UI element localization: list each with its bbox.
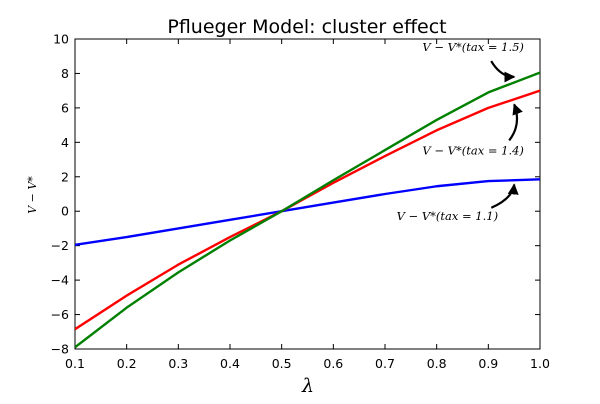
x-axis-label: λ [301,375,314,397]
annotation-label: V − V*(tax = 1.5) [422,40,523,54]
y-tick-label: 0 [61,204,69,219]
plot-frame [74,38,541,350]
y-tick-label: −2 [51,238,69,253]
annotation-label: V − V*(tax = 1.4) [422,143,523,157]
y-axis-label: V − V* [26,176,39,214]
y-tick-label: 8 [61,66,69,81]
x-tick-label: 0.6 [323,356,343,371]
x-tick-label: 0.4 [220,356,240,371]
x-tick-label: 1.0 [530,356,550,371]
x-tick-label: 0.8 [427,356,447,371]
annotation-arrow [508,103,523,142]
y-tick-label: 6 [61,100,69,115]
y-tick-label: −8 [51,342,69,357]
x-tick-label: 0.5 [272,356,292,371]
x-tick-label: 0.2 [117,356,137,371]
series-line-3 [75,71,540,349]
x-tick-label: 0.3 [168,356,188,371]
series-line-1 [75,178,540,246]
annotation-arrow [490,183,519,209]
x-tick-label: 0.7 [375,356,395,371]
y-tick-label: −4 [51,273,69,288]
y-tick-label: −6 [51,307,69,322]
annotation-label: V − V*(tax = 1.1) [397,209,498,223]
chart-title: Pflueger Model: cluster effect [167,16,446,38]
y-tick-label: 10 [53,32,69,47]
x-tick-label: 0.1 [65,356,85,371]
plot-area: 0.1 0.2 0.3 0.4 0.5 0.6 0.7 0.8 0.9 1.0 −8 −6 −4 −2 0 2… [51,32,550,372]
x-tick-label: 0.9 [478,356,498,371]
annotation-arrow [490,60,516,83]
y-tick-label: 4 [61,135,69,150]
y-tick-label: 2 [61,169,69,184]
